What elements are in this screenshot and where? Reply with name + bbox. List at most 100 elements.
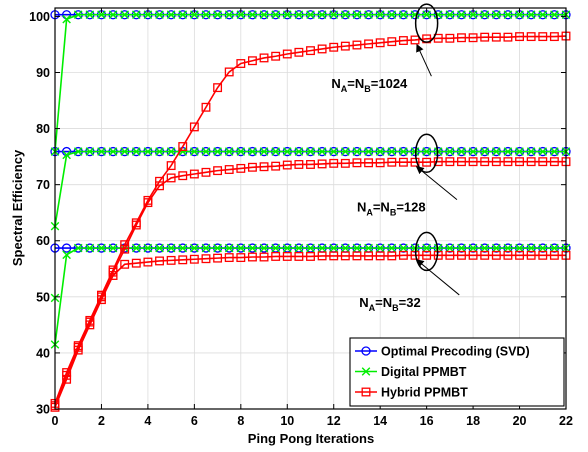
data-point: [457, 243, 466, 253]
data-point: [224, 10, 234, 20]
data-point: [271, 51, 281, 61]
data-point: [224, 67, 234, 77]
data-point: [259, 243, 269, 253]
data-point: [480, 243, 489, 253]
data-point: [538, 32, 548, 42]
data-point: [433, 157, 443, 167]
data-point: [317, 251, 327, 261]
legend-entry-digital: Digital PPMBT: [355, 365, 467, 379]
data-point: [282, 147, 292, 156]
data-point: [375, 251, 385, 261]
data-point: [375, 243, 385, 253]
data-point: [503, 10, 513, 20]
annotation-arrow: [415, 259, 460, 296]
data-point: [224, 243, 234, 253]
data-point: [445, 243, 455, 253]
data-point: [375, 147, 385, 156]
data-point: [422, 250, 432, 260]
legend-entry-optimal: Optimal Precoding (SVD): [355, 345, 530, 359]
legend-marker: [361, 367, 371, 376]
data-point: [259, 252, 269, 262]
y-tick-label: 90: [36, 66, 50, 80]
data-point: [340, 158, 350, 168]
data-point: [468, 147, 478, 156]
data-point: [143, 198, 153, 208]
data-point: [538, 10, 548, 20]
data-point: [364, 39, 374, 49]
series-line: [54, 150, 566, 227]
data-point: [132, 147, 141, 156]
data-point: [468, 243, 478, 253]
data-point: [341, 147, 350, 156]
data-point: [422, 147, 431, 156]
data-point: [224, 147, 234, 156]
data-point: [143, 10, 153, 20]
data-point: [410, 35, 420, 45]
data-point: [364, 251, 374, 261]
x-tick-label: 4: [144, 414, 151, 428]
data-point: [201, 243, 211, 253]
data-point: [352, 243, 362, 253]
data-point: [375, 10, 385, 20]
x-tick-label: 2: [98, 414, 105, 428]
data-point: [224, 253, 234, 263]
annotation-label: NA=NB=128: [357, 200, 426, 218]
data-point: [120, 10, 129, 20]
data-point: [340, 41, 350, 51]
plot-frame: [54, 7, 567, 410]
data-point: [329, 251, 339, 261]
annotation-arrow: [415, 166, 458, 200]
data-point: [108, 243, 118, 253]
data-point: [515, 147, 524, 156]
data-point: [131, 220, 141, 230]
data-point: [352, 158, 362, 168]
data-point: [178, 243, 188, 253]
y-tick-label: 30: [36, 403, 50, 417]
data-point: [271, 243, 280, 253]
y-tick-label: 50: [36, 290, 50, 304]
data-point: [190, 147, 199, 156]
data-point: [201, 147, 211, 156]
data-point: [538, 243, 548, 253]
data-point: [271, 252, 281, 261]
annotation-ellipse: [414, 3, 439, 43]
data-point: [503, 243, 513, 253]
data-point: [62, 374, 72, 384]
data-point: [538, 250, 548, 260]
data-point: [515, 243, 524, 253]
data-point: [457, 157, 466, 167]
data-point: [515, 157, 524, 167]
data-point: [85, 10, 95, 20]
data-point: [341, 10, 350, 20]
data-point: [422, 10, 431, 20]
data-point: [526, 243, 536, 253]
legend-entry-hybrid: Hybrid PPMBT: [355, 386, 468, 400]
data-point: [85, 243, 95, 253]
data-point: [73, 345, 83, 355]
data-point: [352, 147, 362, 156]
series-line: [54, 247, 566, 345]
y-tick-label: 100: [29, 10, 50, 24]
annotation: NA=NB=128: [357, 133, 458, 218]
x-tick-label: 10: [280, 414, 294, 428]
data-point: [317, 10, 327, 20]
data-point: [480, 250, 490, 260]
data-point: [526, 157, 536, 167]
data-point: [445, 250, 455, 260]
data-point: [549, 32, 559, 42]
data-point: [317, 44, 327, 54]
data-point: [201, 254, 211, 264]
data-point: [549, 250, 559, 260]
axes: 0 2 4 6 8 10 12 14 16 18 20 22 30 40 50 60 70 80 90 100: [29, 7, 573, 428]
series-layer: [50, 10, 571, 412]
data-point: [445, 157, 455, 167]
data-point: [294, 47, 304, 57]
data-point: [352, 251, 362, 261]
series-line: [54, 13, 566, 152]
data-point: [213, 253, 223, 263]
data-point: [329, 147, 339, 156]
data-point: [120, 244, 130, 254]
data-point: [248, 147, 257, 156]
legend-label: Digital PPMBT: [381, 365, 467, 379]
data-point: [550, 10, 559, 20]
